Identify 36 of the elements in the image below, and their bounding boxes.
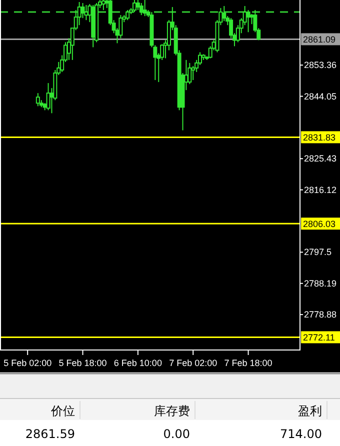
y-tick-label: 2853.36 [304, 60, 337, 70]
text: 714.00 [280, 427, 322, 441]
candlestick [84, 4, 88, 21]
candlestick [142, 0, 147, 17]
y-tick-label: 2778.88 [304, 310, 337, 320]
category-label: 价位 [50, 404, 75, 418]
y-tick-label: 2844.05 [304, 91, 337, 102]
candlestick [101, 0, 106, 11]
y-tick-label: 2788.19 [304, 278, 337, 288]
candlestick [222, 6, 226, 22]
candlestick [77, 2, 82, 26]
x-tick-label: 6 Feb 10:00 [114, 358, 162, 368]
candlestick [132, 0, 136, 13]
candlestick [139, 2, 144, 16]
x-tick-label: 7 Feb 02:00 [169, 358, 218, 368]
ref-line-label: 2772.11 [303, 332, 335, 343]
ref-line-label: 2806.03 [303, 219, 336, 230]
category-label: 盈利 [298, 404, 322, 418]
candlestick [136, 0, 140, 11]
candlestick [46, 82, 50, 111]
text: 0.00 [163, 427, 190, 441]
candlestick [80, 2, 85, 19]
y-tick-label: 2797.5 [304, 247, 332, 258]
x-tick-label: 5 Feb 02:00 [4, 358, 52, 368]
candlestick [246, 10, 250, 33]
candlestick [118, 14, 123, 39]
text: 2861.59 [25, 427, 75, 441]
ref-line-label: 2831.83 [303, 132, 336, 143]
x-tick-label: 7 Feb 18:00 [224, 358, 272, 368]
candlestick [36, 92, 40, 107]
x-tick-label: 5 Feb 18:00 [58, 358, 107, 368]
ref-line-label: 2861.09 [303, 34, 336, 45]
candlestick [126, 10, 130, 21]
y-tick-label: 2825.43 [304, 154, 337, 164]
category-label: 库存费 [154, 404, 190, 418]
y-tick-label: 2816.12 [304, 184, 337, 195]
